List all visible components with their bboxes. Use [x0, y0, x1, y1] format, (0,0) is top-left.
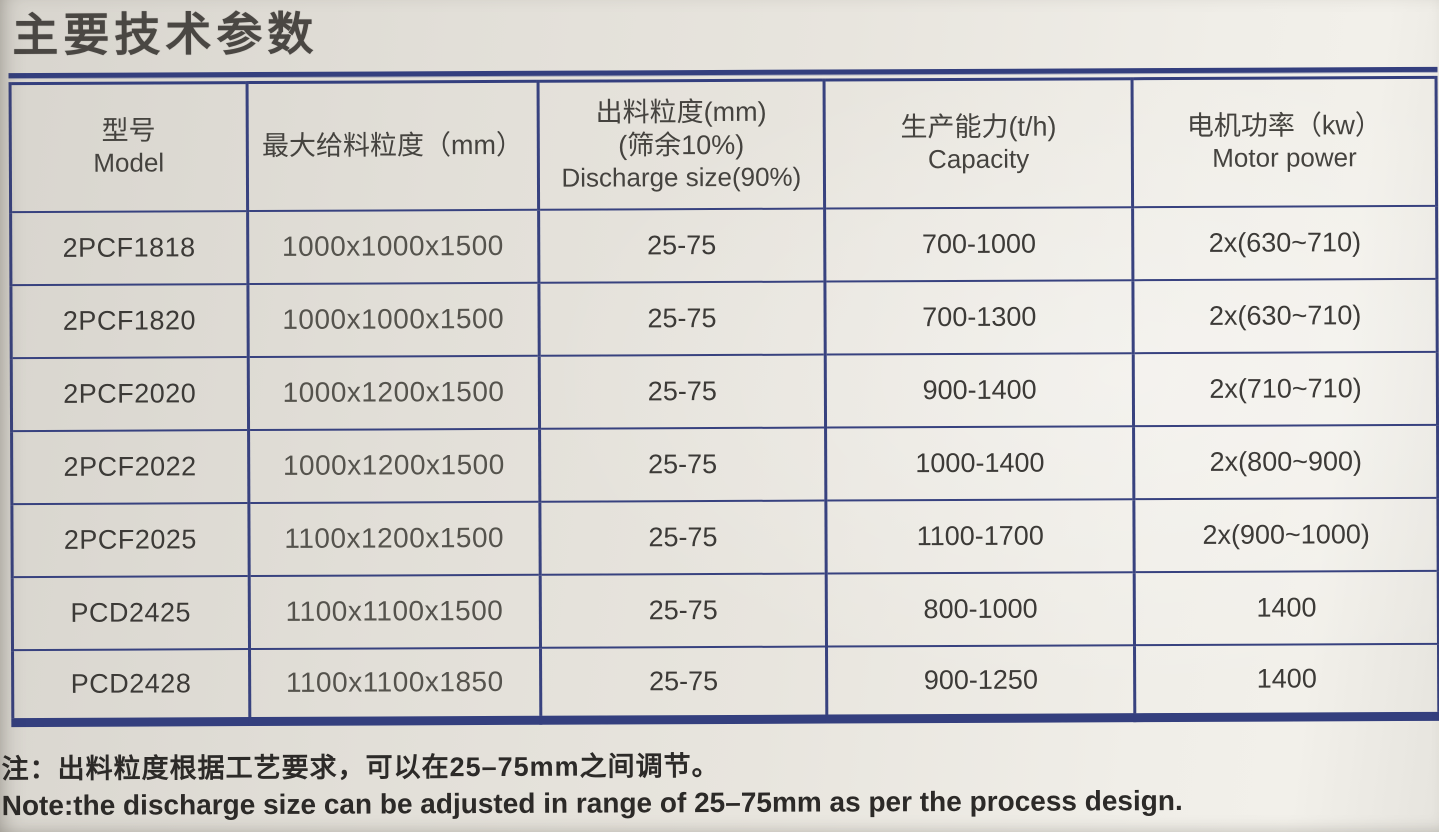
cell-discharge: 25-75 — [539, 573, 827, 648]
table-row: PCD2428 1100x1100x1850 25-75 900-1250 14… — [12, 643, 1439, 723]
spec-table: 型号 Model 最大给料粒度（mm） 出料粒度(mm) (筛余10%) Dis… — [8, 75, 1439, 728]
header-capacity-zh: 生产能力(t/h) — [900, 111, 1057, 143]
cell-max-feed: 1000x1000x1500 — [247, 209, 539, 284]
cell-model: PCD2425 — [12, 575, 250, 650]
cell-capacity: 700-1300 — [825, 279, 1134, 355]
header-cell-max-feed-size: 最大给料粒度（mm） — [246, 81, 539, 211]
header-motor-zh: 电机功率（kw） — [1186, 110, 1382, 142]
cell-capacity: 800-1000 — [826, 571, 1135, 647]
header-model-en: Model — [93, 147, 165, 179]
cell-model: 2PCF1818 — [10, 210, 248, 285]
cell-discharge: 25-75 — [538, 208, 826, 283]
cell-max-feed: 1000x1200x1500 — [248, 428, 540, 503]
table-header-row: 型号 Model 最大给料粒度（mm） 出料粒度(mm) (筛余10%) Dis… — [10, 77, 1437, 212]
header-cell-capacity: 生产能力(t/h) Capacity — [824, 78, 1133, 209]
cell-discharge: 25-75 — [538, 354, 826, 429]
cell-max-feed: 1100x1100x1850 — [249, 647, 541, 722]
header-model-zh: 型号 — [101, 115, 156, 147]
cell-max-feed: 1000x1200x1500 — [247, 355, 540, 430]
header-discharge-zh2: (筛余10%) — [618, 129, 745, 161]
cell-model: PCD2428 — [12, 648, 250, 723]
header-cell-model: 型号 Model — [10, 82, 248, 212]
header-cell-motor-power: 电机功率（kw） Motor power — [1132, 77, 1437, 207]
table-row: 2PCF2025 1100x1200x1500 25-75 1100-1700 … — [11, 497, 1439, 577]
footnotes: 注：出料粒度根据工艺要求，可以在25–75mm之间调节。 Note:the di… — [1, 747, 1439, 824]
table-row: 2PCF1818 1000x1000x1500 25-75 700-1000 2… — [10, 205, 1437, 285]
cell-discharge: 25-75 — [538, 281, 826, 356]
cell-max-feed: 1000x1000x1500 — [247, 282, 539, 357]
cell-model: 2PCF2022 — [11, 429, 249, 504]
table-row: 2PCF2022 1000x1200x1500 25-75 1000-1400 … — [11, 424, 1438, 504]
cell-capacity: 900-1250 — [826, 644, 1136, 720]
cell-max-feed: 1100x1100x1500 — [248, 574, 541, 649]
cell-discharge: 25-75 — [540, 646, 828, 721]
cell-motor: 2x(710~710) — [1133, 351, 1438, 426]
cell-discharge: 25-75 — [539, 427, 827, 502]
cell-motor: 2x(630~710) — [1132, 205, 1437, 280]
cell-motor: 2x(900~1000) — [1134, 497, 1439, 572]
cell-capacity: 900-1400 — [825, 352, 1134, 428]
cell-model: 2PCF2025 — [11, 502, 249, 577]
cell-capacity: 700-1000 — [824, 206, 1134, 282]
header-motor-en: Motor power — [1212, 142, 1357, 174]
footnote-english: Note:the discharge size can be adjusted … — [1, 785, 1183, 822]
cell-motor: 2x(630~710) — [1133, 278, 1438, 353]
header-capacity-en: Capacity — [927, 144, 1030, 175]
page-title: 主要技术参数 — [12, 7, 319, 62]
cell-capacity: 1000-1400 — [825, 425, 1135, 501]
header-discharge-en: Discharge size(90%) — [561, 161, 802, 193]
footnote-chinese: 注：出料粒度根据工艺要求，可以在25–75mm之间调节。 — [1, 751, 720, 785]
cell-model: 2PCF1820 — [10, 283, 248, 358]
header-cell-discharge-size: 出料粒度(mm) (筛余10%) Discharge size(90%) — [537, 80, 825, 210]
cell-model: 2PCF2020 — [11, 356, 249, 431]
header-discharge-zh: 出料粒度(mm) — [595, 96, 767, 128]
table-row: 2PCF1820 1000x1000x1500 25-75 700-1300 2… — [10, 278, 1438, 358]
table-row: PCD2425 1100x1100x1500 25-75 800-1000 14… — [12, 570, 1439, 650]
spec-table-wrap: 型号 Model 最大给料粒度（mm） 出料粒度(mm) (筛余10%) Dis… — [8, 66, 1439, 728]
header-max-feed-zh: 最大给料粒度（mm） — [261, 130, 524, 162]
cell-motor: 1400 — [1134, 570, 1439, 645]
table-row: 2PCF2020 1000x1200x1500 25-75 900-1400 2… — [11, 351, 1438, 431]
cell-discharge: 25-75 — [539, 500, 827, 575]
cell-capacity: 1100-1700 — [826, 498, 1135, 574]
cell-motor: 2x(800~900) — [1133, 424, 1438, 499]
cell-max-feed: 1100x1200x1500 — [248, 501, 540, 576]
cell-motor: 1400 — [1134, 643, 1439, 718]
